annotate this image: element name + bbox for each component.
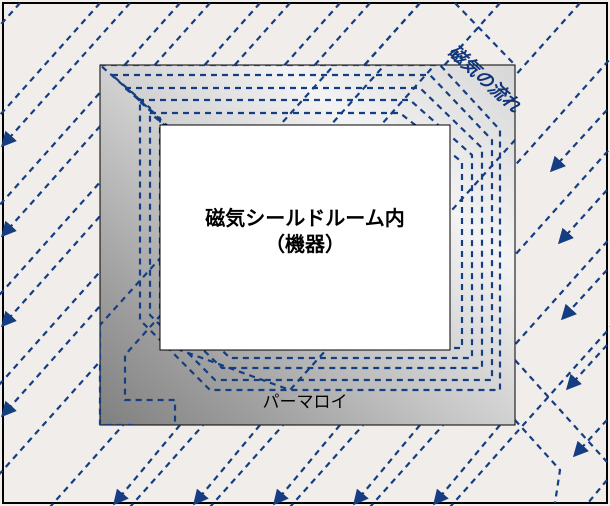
flow-line xyxy=(575,420,607,455)
flow-line xyxy=(435,425,500,503)
diagram-svg xyxy=(0,0,610,506)
flow-line xyxy=(275,425,340,503)
diagram-root: 磁気の流れ 磁気シールドルーム内（機器） パーマロイ xyxy=(0,0,610,506)
flow-line xyxy=(560,190,607,242)
flow-line xyxy=(115,425,180,503)
flow-line xyxy=(355,425,420,503)
flow-line xyxy=(195,425,260,503)
flow-line xyxy=(563,270,607,318)
inner-room xyxy=(160,125,450,350)
flow-line xyxy=(568,345,607,388)
